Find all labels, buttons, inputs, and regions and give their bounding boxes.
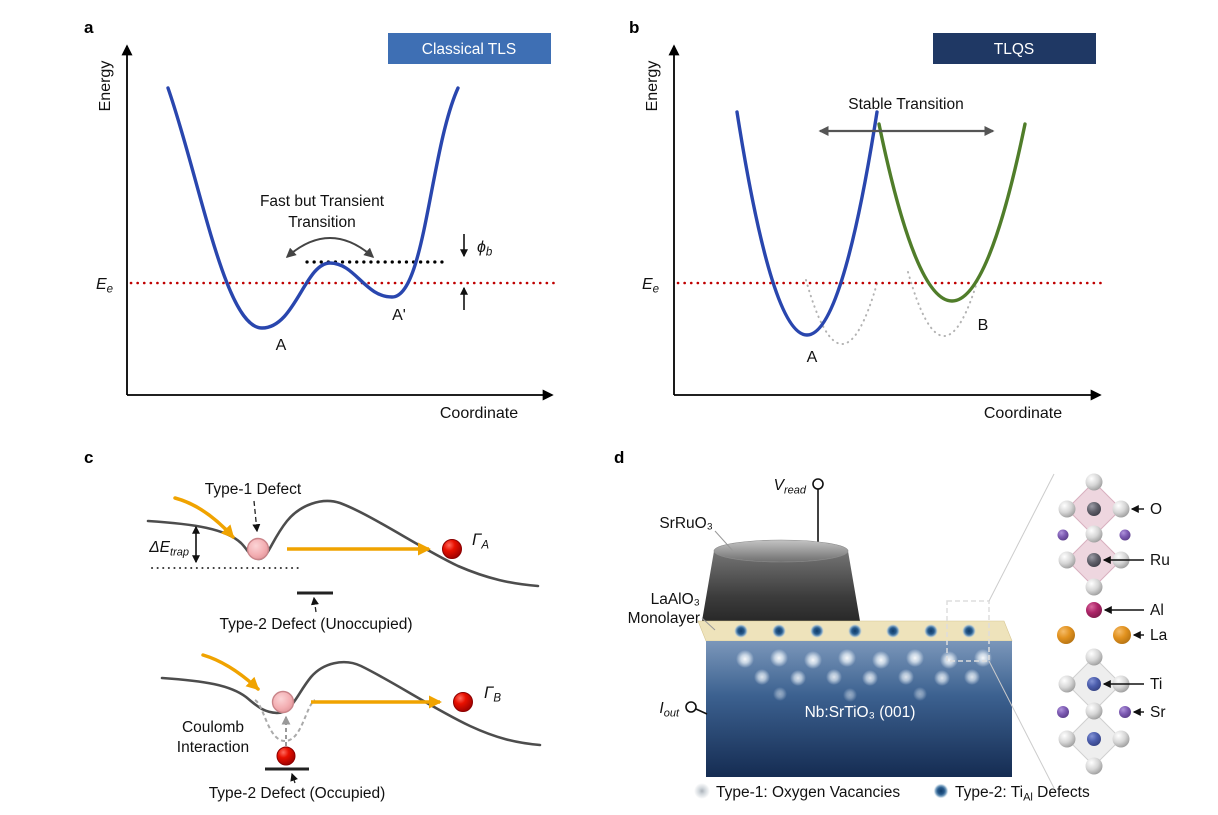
potential-curve-unoccupied xyxy=(146,499,540,588)
ti-atom xyxy=(1087,732,1101,746)
type2-defect-dots xyxy=(734,624,976,638)
transient-annotation-line1: Fast but Transient xyxy=(260,193,385,210)
parabola-a-curve xyxy=(735,110,879,337)
state-a-label: A xyxy=(276,337,287,354)
sr-atom xyxy=(1119,529,1131,541)
trapped-electron-dot xyxy=(276,746,296,766)
state-a-label-b: A xyxy=(807,349,818,366)
panel-a: a Classical TLS Energy Coordinate Ee ϕb … xyxy=(84,18,558,422)
monolayer-label-line1: LaAlO₃ xyxy=(651,591,700,608)
o-atom-label: O xyxy=(1150,501,1162,518)
rate-b-label: ΓB xyxy=(484,684,501,705)
type2-unoccupied-pointer-arrow xyxy=(311,596,319,613)
panel-c-label: c xyxy=(84,448,93,467)
type2-occupied-label: Type-2 Defect (Occupied) xyxy=(209,785,386,802)
sr-atom xyxy=(1057,706,1069,718)
ti-atom-label: Ti xyxy=(1150,676,1162,693)
electrode-label: SrRuO₃ xyxy=(659,515,713,532)
type2-legend-icon xyxy=(933,783,949,799)
monolayer-pointer-line xyxy=(701,617,716,631)
transient-transition-arrow xyxy=(285,237,375,258)
energy-level-label-b: Ee xyxy=(642,276,659,296)
state-b-label: B xyxy=(978,317,989,334)
fluctuating-well-a xyxy=(805,279,879,345)
la-atom xyxy=(1113,626,1131,644)
capture-arrow-b xyxy=(201,653,260,691)
electron-dot-b xyxy=(453,692,473,712)
classical-tls-badge xyxy=(388,33,551,64)
al-atom-label: Al xyxy=(1150,602,1164,619)
coulomb-label-line2: Interaction xyxy=(177,739,249,756)
ru-atom xyxy=(1087,502,1101,516)
trap-energy-label: ΔEtrap xyxy=(148,539,189,559)
type1-defect-pointer-arrow xyxy=(252,500,261,533)
panel-d-label: d xyxy=(614,448,624,467)
panel-d: d Vread SrRuO₃ LaAlO₃ Monolayer xyxy=(614,448,1170,804)
ti-atom xyxy=(1087,677,1101,691)
y-axis-label-a: Energy xyxy=(97,61,114,112)
panel-b-label: b xyxy=(629,18,639,37)
substrate-label: Nb:SrTiO₃ (001) xyxy=(805,704,916,721)
panel-a-label: a xyxy=(84,18,94,37)
coulomb-label-line1: Coulomb xyxy=(182,719,244,736)
fluctuating-well-b xyxy=(907,271,981,337)
la-atom xyxy=(1057,626,1075,644)
type1-defect-dot-unoccupied xyxy=(246,537,270,561)
read-terminal xyxy=(812,478,824,490)
classical-tls-badge-label: Classical TLS xyxy=(422,41,516,58)
rate-a-label: ΓA xyxy=(472,531,489,552)
deepened-well-dashed-curve xyxy=(254,699,316,743)
al-atom xyxy=(1086,602,1102,618)
electrode-cylinder-top xyxy=(713,539,849,563)
monolayer-label-line2: Monolayer xyxy=(628,610,700,627)
atom-labels: O Ru Al La Ti Sr xyxy=(1102,501,1170,721)
transient-annotation-line2: Transition xyxy=(288,214,355,231)
x-axis-label-b: Coordinate xyxy=(984,405,1062,422)
type2-unoccupied-label: Type-2 Defect (Unoccupied) xyxy=(220,616,413,633)
y-axis-label-b: Energy xyxy=(644,61,661,112)
type2-legend-label: Type-2: TiAl Defects xyxy=(955,784,1090,804)
read-voltage-label: Vread xyxy=(774,477,807,497)
barrier-height-label: ϕb xyxy=(477,239,493,259)
sr-atom xyxy=(1057,529,1069,541)
ru-atom-label: Ru xyxy=(1150,552,1170,569)
zoom-connector-bottom xyxy=(988,660,1055,789)
tlqs-badge xyxy=(933,33,1096,64)
zoom-connector-top xyxy=(988,473,1055,602)
legend: Type-1: Oxygen Vacancies Type-2: TiAl De… xyxy=(694,783,1090,804)
potential-curve-occupied xyxy=(160,660,542,747)
sr-atom xyxy=(1119,706,1131,718)
parabola-b-curve xyxy=(877,122,1027,303)
atomic-structure-column xyxy=(1057,473,1131,775)
type1-defect-dot-occupied xyxy=(271,690,295,714)
type1-legend-label: Type-1: Oxygen Vacancies xyxy=(716,784,900,801)
stable-transition-annotation: Stable Transition xyxy=(848,96,963,113)
double-well-curve xyxy=(166,86,460,330)
panel-c: c Type-1 Defect ΔEtrap ΓA Type-2 Defect … xyxy=(84,448,542,802)
out-current-label: Iout xyxy=(659,700,680,720)
oxygen-atoms xyxy=(1058,473,1130,775)
zoom-region-box xyxy=(946,600,990,662)
type1-defect-label: Type-1 Defect xyxy=(205,481,302,498)
out-terminal xyxy=(685,701,697,713)
electron-dot-a xyxy=(442,539,462,559)
type1-legend-icon xyxy=(694,783,710,799)
panel-b: b TLQS Energy Coordinate Ee Stable Trans… xyxy=(629,18,1108,422)
x-axis-label-a: Coordinate xyxy=(440,405,518,422)
state-a-prime-label: A' xyxy=(392,307,406,324)
type2-occupied-pointer-arrow xyxy=(290,772,298,784)
energy-level-label-a: Ee xyxy=(96,276,113,296)
sr-atom-label: Sr xyxy=(1150,704,1166,721)
capture-arrow-a xyxy=(173,496,235,539)
out-wire xyxy=(695,708,708,715)
oxygen-vacancy-dots xyxy=(736,649,992,702)
ru-atom xyxy=(1087,553,1101,567)
la-atom-label: La xyxy=(1150,627,1168,644)
electrode-cylinder-side xyxy=(702,551,860,634)
tlqs-badge-label: TLQS xyxy=(994,41,1034,58)
electrode-pointer-line xyxy=(714,530,734,552)
